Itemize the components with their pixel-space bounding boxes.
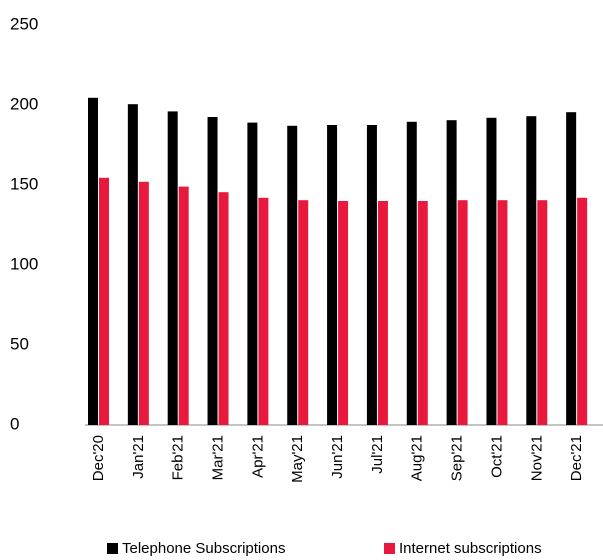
bar	[406, 121, 417, 426]
bar	[457, 200, 468, 425]
bar	[99, 177, 109, 425]
bar	[486, 117, 497, 426]
bar	[377, 201, 388, 425]
x-tick-label: Oct'21	[488, 435, 505, 478]
bar	[366, 125, 377, 425]
bar	[287, 125, 298, 426]
bar	[417, 201, 428, 425]
bar	[327, 125, 338, 425]
y-tick-label: 100	[10, 254, 38, 273]
x-tick-label: Jul'21	[369, 435, 386, 474]
x-tick-label: Sep'21	[449, 435, 466, 481]
x-tick-label: Nov'21	[528, 435, 545, 481]
legend-label: Internet subscriptions	[399, 540, 542, 557]
bar	[247, 122, 258, 425]
x-tick-label: Feb'21	[170, 435, 187, 480]
y-tick-label: 200	[10, 94, 38, 113]
x-tick-label: Aug'21	[409, 435, 426, 481]
y-tick-label: 50	[10, 334, 29, 353]
bar	[167, 111, 178, 426]
x-tick-label: Jan'21	[130, 435, 147, 479]
bar	[258, 197, 269, 425]
bar	[298, 200, 309, 425]
bar	[338, 201, 349, 425]
bar	[127, 104, 138, 425]
x-tick-label: Dec'20	[90, 435, 107, 481]
bar	[526, 116, 537, 425]
bar	[577, 197, 588, 425]
bar	[138, 181, 149, 425]
bar	[88, 97, 98, 426]
bar	[207, 117, 218, 425]
bar	[537, 200, 548, 425]
y-tick-label: 0	[10, 414, 19, 433]
x-tick-label: Jun'21	[329, 435, 346, 479]
legend-swatch	[384, 543, 395, 554]
legend-swatch	[107, 543, 118, 554]
bar	[218, 192, 229, 425]
bar	[497, 200, 508, 425]
y-tick-label: 150	[10, 174, 38, 193]
legend-label: Telephone Subscriptions	[122, 540, 285, 557]
bar	[566, 112, 577, 425]
x-tick-label: Apr'21	[249, 435, 266, 478]
bar	[446, 120, 457, 425]
x-tick-label: Dec'21	[568, 435, 585, 481]
x-tick-label: Mar'21	[210, 435, 227, 480]
bar	[178, 186, 189, 425]
y-tick-label: 250	[10, 14, 38, 33]
x-tick-label: May'21	[289, 435, 306, 483]
